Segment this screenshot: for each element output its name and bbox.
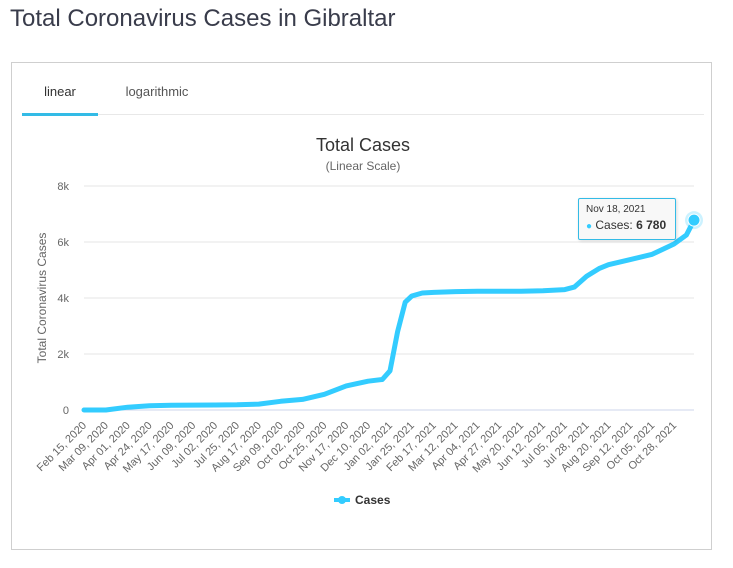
y-tick-label: 2k (57, 349, 69, 361)
tab-linear[interactable]: linear (22, 78, 98, 116)
series-line[interactable] (81, 217, 697, 413)
scale-tabs: linear logarithmic (22, 78, 704, 116)
tooltip-line: ● Cases: 6 780 (586, 217, 668, 235)
y-tick-label: 6k (57, 237, 69, 249)
series-dot-icon: ● (586, 221, 593, 232)
line-chart: Total Cases (Linear Scale) Total Coronav… (35, 135, 703, 476)
y-tick-label: 4k (57, 293, 69, 305)
y-axis-labels: 0 2k 4k 6k 8k (57, 181, 69, 417)
tooltip-series-label: Cases: (595, 218, 633, 232)
legend-label: Cases (355, 493, 391, 507)
chart-subtitle: (Linear Scale) (326, 159, 401, 173)
grid-lines (84, 185, 694, 411)
hover-point[interactable] (687, 213, 701, 227)
chart-title: Total Cases (316, 135, 410, 155)
page-title: Total Coronavirus Cases in Gibraltar (10, 5, 396, 32)
tab-logarithmic[interactable]: logarithmic (125, 84, 189, 99)
data-tooltip: Nov 18, 2021 ● Cases: 6 780 (578, 198, 676, 240)
y-tick-label: 0 (63, 405, 69, 417)
y-tick-label: 8k (57, 181, 69, 193)
legend-line-icon (334, 496, 350, 504)
tooltip-date: Nov 18, 2021 (586, 204, 646, 215)
series-cases[interactable] (81, 211, 703, 413)
y-axis-title: Total Coronavirus Cases (35, 233, 49, 364)
tooltip-value: 6 780 (636, 218, 667, 232)
chart-panel: linear logarithmic Total Cases (Linear S… (11, 62, 712, 550)
